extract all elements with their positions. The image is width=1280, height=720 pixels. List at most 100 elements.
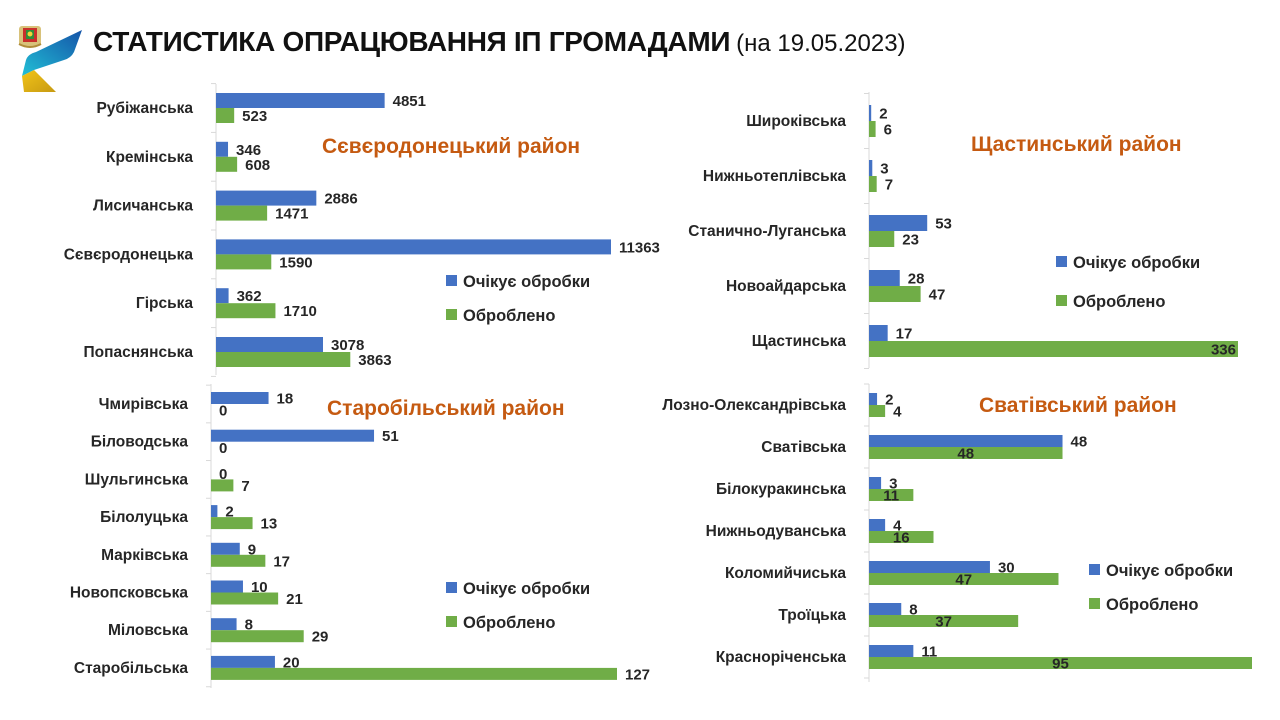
- data-label-processed: 48: [957, 446, 974, 463]
- data-label-processed: 17: [273, 553, 290, 570]
- data-label-pending: 2: [885, 392, 893, 409]
- bar-processed: [869, 341, 1238, 357]
- data-label-processed: 23: [902, 232, 919, 249]
- category-label: Старобільська: [74, 660, 189, 677]
- data-label-pending: 9: [248, 541, 256, 558]
- legend-swatch-pending: [446, 275, 457, 286]
- bar-processed: [869, 405, 886, 417]
- category-label: Рубіжанська: [96, 100, 193, 117]
- data-label-pending: 51: [382, 428, 399, 445]
- bar-processed: [211, 592, 279, 605]
- legend-label-processed: Оброблено: [463, 307, 555, 325]
- legend-label-pending: Очікує обробки: [463, 273, 590, 291]
- category-label: Сватівська: [761, 439, 846, 456]
- category-label: Попаснянська: [83, 344, 193, 361]
- chart-sievierodonetsk-district: Сєвєродонецький район Рубіжанська 4851 523 К…: [64, 83, 660, 377]
- bar-pending: [869, 270, 900, 286]
- bar-processed: [869, 531, 934, 543]
- bar-pending: [869, 393, 878, 405]
- bar-processed: [211, 554, 266, 567]
- data-label-processed: 0: [219, 440, 227, 457]
- report-date: (на 19.05.2023): [736, 30, 906, 57]
- bar-pending: [216, 288, 229, 304]
- data-label-pending: 3: [889, 476, 897, 493]
- bar-pending: [211, 655, 275, 668]
- bar-processed: [211, 667, 617, 680]
- data-label-pending: 2: [225, 504, 233, 521]
- bar-processed: [869, 615, 1019, 627]
- legend-swatch-processed: [446, 309, 457, 320]
- data-label-processed: 7: [885, 177, 893, 194]
- data-label-pending: 20: [283, 654, 300, 671]
- data-label-pending: 18: [277, 391, 294, 408]
- bar-processed: [211, 517, 253, 530]
- coat-of-arms-icon: [18, 26, 42, 48]
- district-title: Сватівський район: [979, 394, 1177, 417]
- category-label: Кремінська: [106, 149, 193, 166]
- bar-processed: [211, 630, 304, 643]
- category-label: Лисичанська: [93, 198, 193, 215]
- bar-processed: [869, 657, 1252, 669]
- data-label-processed: 16: [893, 530, 910, 547]
- data-label-processed: 0: [219, 403, 227, 420]
- bar-processed: [869, 176, 877, 192]
- data-label-pending: 3078: [331, 337, 364, 354]
- data-label-processed: 47: [955, 572, 972, 589]
- data-label-processed: 7: [241, 478, 249, 495]
- data-label-pending: 8: [909, 602, 917, 619]
- bar-pending: [869, 435, 1063, 447]
- data-label-pending: 4: [893, 518, 902, 535]
- data-label-pending: 11363: [619, 239, 660, 256]
- luhansk-region-logo: [14, 22, 84, 94]
- bar-pending: [216, 141, 229, 157]
- category-label: Красноріченська: [716, 649, 847, 666]
- data-label-processed: 3863: [358, 352, 391, 369]
- bar-processed: [869, 121, 876, 137]
- data-label-processed: 608: [245, 157, 270, 174]
- bar-pending: [869, 325, 888, 341]
- bar-pending: [869, 519, 886, 531]
- bar-pending: [211, 392, 269, 404]
- category-label: Білокуракинська: [716, 481, 846, 498]
- data-label-processed: 4: [893, 404, 902, 421]
- bar-processed: [216, 352, 351, 367]
- category-label: Марківська: [101, 547, 188, 564]
- bar-processed: [869, 573, 1059, 585]
- data-label-pending: 2: [879, 106, 887, 123]
- category-label: Сєвєродонецька: [64, 246, 194, 263]
- data-label-pending: 53: [935, 216, 952, 233]
- bar-pending: [211, 429, 375, 442]
- bar-pending: [216, 93, 385, 108]
- category-label: Чмирівська: [99, 396, 189, 413]
- category-label: Гірська: [136, 295, 193, 312]
- data-label-pending: 28: [908, 271, 925, 288]
- bar-processed: [869, 489, 914, 501]
- data-label-processed: 1710: [283, 303, 316, 320]
- data-label-pending: 4851: [393, 93, 426, 110]
- bar-pending: [869, 645, 914, 657]
- bar-pending: [216, 190, 317, 206]
- district-title: Старобільський район: [327, 397, 565, 420]
- data-label-processed: 21: [286, 591, 303, 608]
- category-label: Білолуцька: [100, 509, 188, 526]
- legend-label-processed: Оброблено: [1073, 293, 1165, 311]
- bar-pending: [211, 542, 240, 555]
- bar-pending: [211, 618, 237, 631]
- legend-label-processed: Оброблено: [463, 614, 555, 632]
- data-label-pending: 346: [236, 142, 261, 159]
- data-label-pending: 10: [251, 579, 268, 596]
- data-label-pending: 2886: [324, 191, 357, 208]
- legend-swatch-processed: [1089, 598, 1100, 609]
- data-label-processed: 47: [929, 287, 946, 304]
- category-label: Троїцька: [778, 607, 846, 624]
- legend-swatch-pending: [1056, 256, 1067, 267]
- category-label: Новоайдарська: [726, 278, 846, 295]
- category-label: Широківська: [746, 113, 846, 130]
- bar-pending: [869, 477, 882, 489]
- bar-pending: [869, 160, 873, 176]
- data-label-processed: 336: [1211, 342, 1236, 359]
- bar-pending: [211, 580, 243, 593]
- data-label-pending: 30: [998, 560, 1015, 577]
- legend-swatch-processed: [446, 616, 457, 627]
